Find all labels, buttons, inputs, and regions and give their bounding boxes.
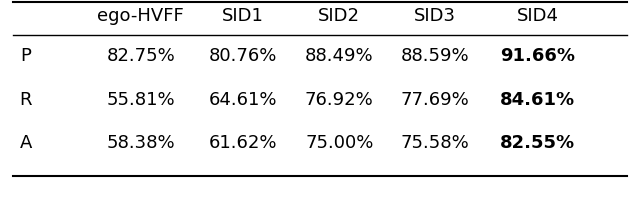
Text: ego-HVFF: ego-HVFF [97,7,184,25]
Text: R: R [19,91,32,109]
Text: 82.55%: 82.55% [500,133,575,151]
Text: 61.62%: 61.62% [209,133,278,151]
Text: 82.75%: 82.75% [106,47,175,65]
Text: P: P [20,47,31,65]
Text: 55.81%: 55.81% [106,91,175,109]
Text: 88.59%: 88.59% [401,47,470,65]
Text: 75.58%: 75.58% [401,133,470,151]
Text: 64.61%: 64.61% [209,91,278,109]
Text: SID4: SID4 [516,7,559,25]
Text: 58.38%: 58.38% [106,133,175,151]
Text: 84.61%: 84.61% [500,91,575,109]
Text: SID1: SID1 [222,7,264,25]
Text: SID2: SID2 [318,7,360,25]
Text: 76.92%: 76.92% [305,91,374,109]
Text: 88.49%: 88.49% [305,47,374,65]
Text: A: A [19,133,32,151]
Text: 80.76%: 80.76% [209,47,277,65]
Text: 75.00%: 75.00% [305,133,373,151]
Text: SID3: SID3 [414,7,456,25]
Text: 91.66%: 91.66% [500,47,575,65]
Text: 77.69%: 77.69% [401,91,470,109]
